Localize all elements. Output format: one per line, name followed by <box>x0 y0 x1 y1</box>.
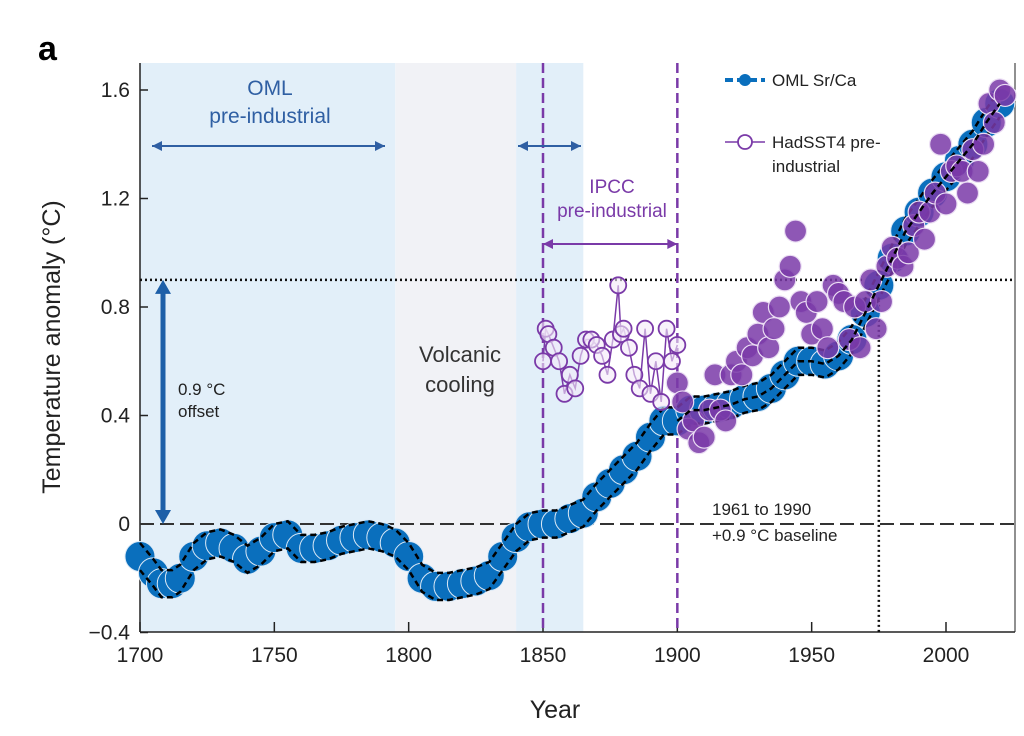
hadsst-point <box>681 409 706 433</box>
hadsst-point <box>714 409 738 433</box>
ipcc-preindustrial-label: IPCC pre-industrial <box>557 177 667 222</box>
legend-hadsst-marker <box>737 134 753 150</box>
hadsst-preindustrial-point <box>663 352 681 371</box>
hadsst-point <box>805 289 829 314</box>
oml-preindustrial-label: OML pre-industrial <box>209 77 330 128</box>
trend-line <box>676 102 1001 422</box>
y-tick-label: −0.4 <box>89 622 131 645</box>
hadsst-preindustrial-point <box>566 379 585 398</box>
x-tick-label: 1900 <box>654 644 701 667</box>
ipcc-preindustrial-arrow-head-left <box>543 239 553 249</box>
x-tick-label: 2000 <box>923 644 970 667</box>
hadsst-preindustrial-point <box>620 338 638 357</box>
y-tick-label: 0.4 <box>101 405 131 428</box>
hadsst-point <box>966 159 990 183</box>
y-tick-label: 0.8 <box>101 296 130 319</box>
x-tick-label: 1950 <box>788 644 835 667</box>
hadsst-preindustrial-point <box>598 365 617 384</box>
oml-lower-bound <box>139 116 1001 602</box>
hadsst-point <box>816 336 840 360</box>
hadsst-point <box>929 132 953 156</box>
x-tick-label: 1700 <box>117 644 164 667</box>
hadsst-point <box>934 192 958 216</box>
y-tick-label: 0 <box>118 513 130 536</box>
volcanic-cooling-label: Volcanic cooling <box>419 342 501 397</box>
hadsst-point <box>730 363 754 387</box>
hadsst-point <box>692 425 716 449</box>
offset-label: 0.9 °C offset <box>178 380 225 421</box>
x-tick-label: 1750 <box>251 644 298 667</box>
hadsst-point <box>671 390 695 414</box>
hadsst-preindustrial-point <box>593 346 612 365</box>
oml-preindustrial-arrow-head-right <box>375 141 385 151</box>
hadsst-point <box>767 295 792 319</box>
hadsst-preindustrial-point <box>652 393 671 411</box>
hadsst-point <box>955 181 980 205</box>
hadsst-point <box>762 317 786 341</box>
y-axis-label: Temperature anomaly (°C) <box>38 200 66 493</box>
legend-oml-marker <box>739 74 751 86</box>
hadsst-preindustrial-point <box>571 346 590 365</box>
hadsst-preindustrial-point <box>668 336 687 354</box>
volcanic-cooling-band <box>395 63 517 632</box>
hadsst-point <box>848 336 872 360</box>
hadsst-preindustrial-point <box>657 319 676 338</box>
baseline-label: 1961 to 1990 +0.9 °C baseline <box>712 500 837 545</box>
hadsst-preindustrial-point <box>534 352 552 371</box>
legend-oml-label: OML Sr/Ca <box>772 71 857 90</box>
hadsst-point <box>783 219 808 243</box>
x-tick-label: 1800 <box>385 644 432 667</box>
transition-arrow-head-left <box>518 141 528 151</box>
hadsst-point <box>912 227 937 251</box>
hadsst-point <box>972 132 996 156</box>
hadsst-point <box>864 317 888 341</box>
hadsst-preindustrial-point <box>614 319 633 338</box>
hadsst-preindustrial-point <box>646 352 665 371</box>
hadsst-point <box>993 83 1017 108</box>
hadsst-point <box>896 241 920 265</box>
y-tick-label: 1.6 <box>101 79 130 102</box>
oml-upper-bound <box>139 89 1001 575</box>
transition-arrow-head-right <box>571 141 581 151</box>
hadsst-point <box>869 289 894 314</box>
oml-preindustrial-arrow-head-left <box>152 141 162 151</box>
panel-label: a <box>38 30 57 68</box>
offset-arrow-head-up <box>155 279 171 294</box>
offset-arrow-head-down <box>155 510 171 524</box>
ipcc-preindustrial-arrow-head-right <box>667 239 678 249</box>
x-tick-label: 1850 <box>520 644 567 667</box>
legend-hadsst-label: HadSST4 pre-industrial <box>772 133 881 176</box>
hadsst-preindustrial-point <box>550 352 569 371</box>
y-tick-label: 1.2 <box>101 188 130 211</box>
hadsst-point <box>778 254 802 278</box>
x-axis-label: Year <box>530 696 581 724</box>
hadsst-preindustrial-point <box>609 276 628 295</box>
hadsst-preindustrial-point <box>636 319 654 338</box>
